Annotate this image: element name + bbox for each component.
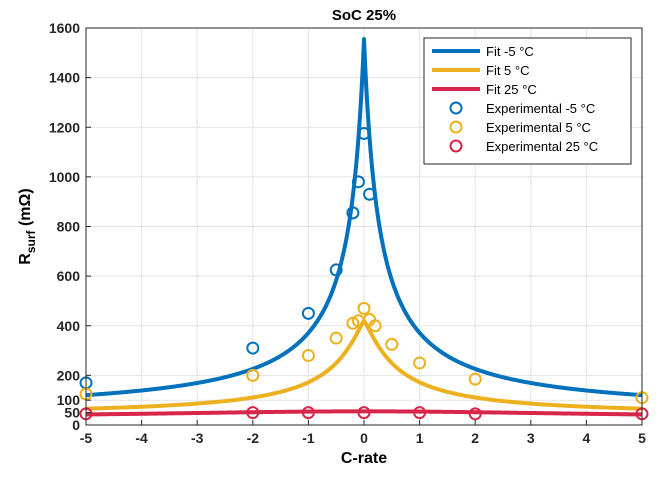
x-tick-label: -1 bbox=[302, 430, 315, 446]
experimental-point bbox=[413, 406, 427, 420]
x-tick-label: -4 bbox=[135, 430, 148, 446]
legend-entry-label: Fit 25 °C bbox=[486, 82, 537, 97]
x-ticks: -5 -4 -3 -2 -1 0 1 2 3 4 5 bbox=[80, 420, 646, 446]
experimental-point bbox=[346, 206, 360, 220]
legend-marker-swatch bbox=[449, 101, 463, 115]
legend-entry-label: Experimental -5 °C bbox=[486, 101, 595, 116]
experimental-point bbox=[246, 406, 260, 420]
y-tick-label: 100 bbox=[57, 392, 81, 408]
legend-marker-swatch bbox=[449, 120, 463, 134]
y-tick-label: 800 bbox=[57, 219, 81, 235]
experimental-point bbox=[468, 372, 482, 386]
x-tick-label: 2 bbox=[471, 430, 479, 446]
x-tick-label: 0 bbox=[360, 430, 368, 446]
y-tick-label: 1000 bbox=[49, 169, 80, 185]
experimental-point bbox=[357, 301, 371, 315]
y-axis-label-unit: (mΩ) bbox=[17, 188, 34, 230]
experimental-point bbox=[363, 187, 377, 201]
y-tick-label: 0 bbox=[72, 417, 80, 433]
legend-marker-swatch bbox=[449, 139, 463, 153]
y-axis-label-main: R bbox=[17, 253, 34, 265]
x-tick-label: -5 bbox=[80, 430, 93, 446]
experimental-point bbox=[301, 349, 315, 363]
x-tick-label: 5 bbox=[638, 430, 646, 446]
x-axis-label: C-rate bbox=[341, 450, 387, 467]
y-tick-label: 200 bbox=[57, 367, 81, 383]
experimental-point bbox=[357, 126, 371, 140]
experimental-point bbox=[357, 406, 371, 420]
legend-entry-label: Fit 5 °C bbox=[486, 63, 529, 78]
legend-entry-label: Experimental 5 °C bbox=[486, 120, 591, 135]
experimental-point bbox=[246, 341, 260, 355]
legend-box bbox=[423, 37, 632, 165]
y-tick-label: 50 bbox=[64, 405, 80, 421]
x-tick-label: 4 bbox=[583, 430, 591, 446]
chart-title: SoC 25% bbox=[332, 7, 396, 24]
legend-entry-label: Experimental 25 °C bbox=[486, 139, 598, 154]
y-tick-label: 1400 bbox=[49, 70, 80, 86]
legend-entry-label: Fit -5 °C bbox=[486, 44, 534, 59]
y-tick-label: 1200 bbox=[49, 119, 80, 135]
fit-curve bbox=[85, 37, 643, 398]
experimental-point bbox=[301, 406, 315, 420]
experimental-point bbox=[468, 407, 482, 421]
y-tick-label: 600 bbox=[57, 268, 81, 284]
y-tick-label: 1600 bbox=[49, 20, 80, 36]
y-tick-label: 400 bbox=[57, 318, 81, 334]
legend: Fit -5 °C Fit 5 °C Fit 25 °C Experimental -… bbox=[423, 37, 632, 165]
experimental-point bbox=[368, 319, 382, 333]
experimental-point bbox=[246, 368, 260, 382]
x-tick-label: 1 bbox=[416, 430, 424, 446]
experimental-point bbox=[301, 306, 315, 320]
fit-curve bbox=[85, 409, 643, 417]
y-axis-label: Rsurf (mΩ) bbox=[17, 188, 38, 264]
x-tick-label: -3 bbox=[191, 430, 204, 446]
x-tick-label: -2 bbox=[247, 430, 260, 446]
y-axis-label-subscript: surf bbox=[24, 229, 38, 253]
experimental-point bbox=[329, 331, 343, 345]
experimental-point bbox=[329, 263, 343, 277]
experimental-point bbox=[351, 175, 365, 189]
experimental-point bbox=[413, 356, 427, 370]
experimental-point bbox=[385, 337, 399, 351]
x-tick-label: 3 bbox=[527, 430, 535, 446]
